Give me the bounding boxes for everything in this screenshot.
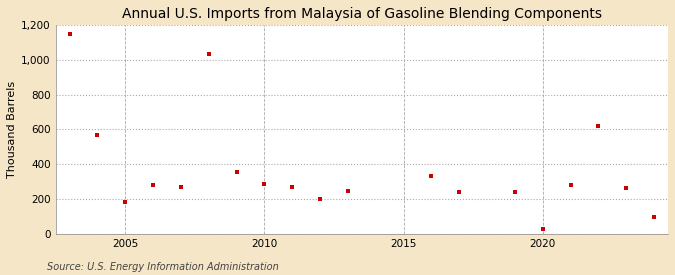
Point: [176, 185, 186, 189]
Point: [148, 183, 159, 187]
Point: [426, 173, 437, 178]
Y-axis label: Thousand Barrels: Thousand Barrels: [7, 81, 17, 178]
Point: [231, 170, 242, 174]
Point: [621, 186, 632, 190]
Point: [510, 190, 520, 194]
Point: [259, 182, 270, 186]
Point: [92, 133, 103, 137]
Point: [342, 189, 353, 193]
Point: [203, 51, 214, 56]
Text: Source: U.S. Energy Information Administration: Source: U.S. Energy Information Administ…: [47, 262, 279, 272]
Point: [649, 214, 659, 219]
Point: [64, 31, 75, 36]
Title: Annual U.S. Imports from Malaysia of Gasoline Blending Components: Annual U.S. Imports from Malaysia of Gas…: [122, 7, 602, 21]
Point: [119, 200, 130, 204]
Point: [593, 124, 604, 128]
Point: [565, 183, 576, 187]
Point: [454, 190, 464, 194]
Point: [287, 185, 298, 189]
Point: [315, 197, 325, 201]
Point: [537, 227, 548, 231]
